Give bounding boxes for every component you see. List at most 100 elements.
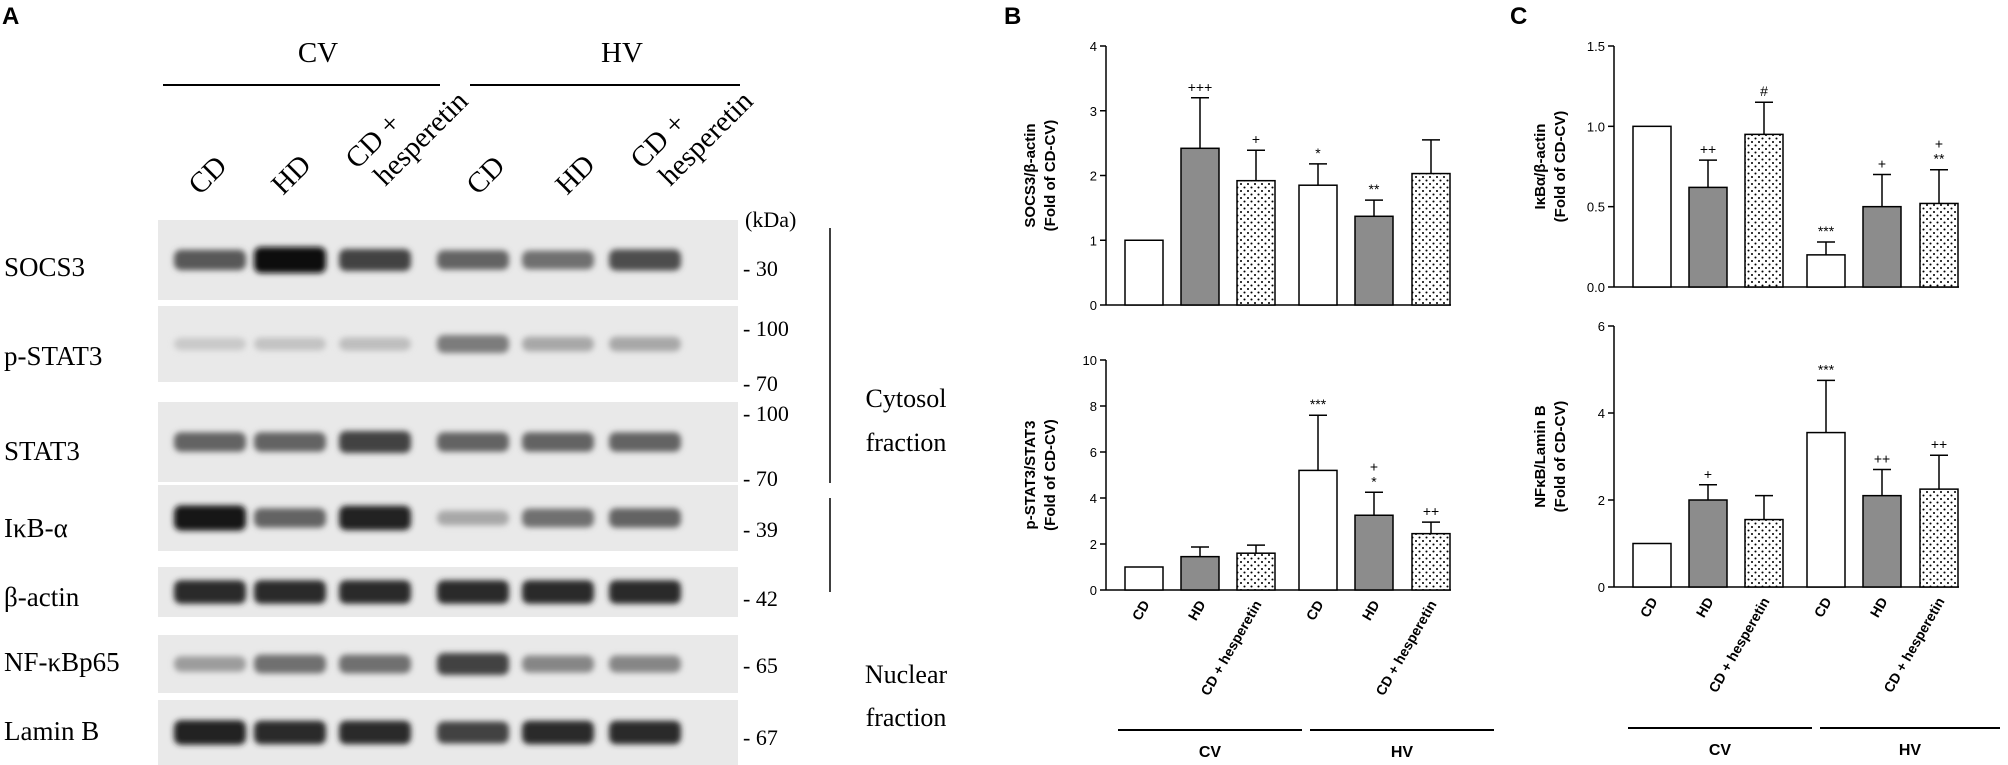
significance-marker: + <box>1370 458 1378 474</box>
bar <box>1124 566 1164 591</box>
bar <box>1806 254 1846 288</box>
blot-band <box>437 580 509 604</box>
blot-strip-4: β-actin - 42 <box>4 567 778 617</box>
chart-b-group-cv: CV <box>1199 744 1222 761</box>
y-tick-label: 8 <box>1090 399 1097 414</box>
x-category-label: CD + hesperetin <box>1705 595 1772 696</box>
panel-letter-a: A <box>2 3 19 30</box>
blot-band <box>174 656 246 672</box>
blot-strip-6: Lamin B - 67 <box>4 700 778 765</box>
bar <box>1806 431 1846 588</box>
blot-band <box>437 335 509 353</box>
y-tick-label: 1.5 <box>1587 39 1605 54</box>
kda-marker: - 42 <box>743 586 778 611</box>
x-category-label: CD + hesperetin <box>1372 598 1439 699</box>
y-tick-label: 4 <box>1090 39 1097 54</box>
bar <box>1354 215 1394 306</box>
x-category-label: HD <box>1867 595 1891 621</box>
cytosol-fraction-label-2: fraction <box>866 428 947 457</box>
y-tick-label: 2 <box>1090 169 1097 184</box>
significance-marker: ** <box>1934 151 1945 167</box>
blot-band <box>522 720 594 745</box>
kda-marker: - 70 <box>743 466 778 491</box>
kda-marker: - 70 <box>743 371 778 396</box>
y-tick-label: 4 <box>1598 406 1605 421</box>
lane-label-3: CD <box>460 150 511 201</box>
chart-c-group-labels: CV HV <box>1628 727 2000 759</box>
significance-marker: # <box>1760 83 1768 99</box>
significance-marker: ++ <box>1423 503 1439 519</box>
protein-label: NF-κBp65 <box>4 647 120 677</box>
lane-label-1: HD <box>265 149 317 201</box>
blot-band <box>522 432 594 452</box>
blot-strip-2: STAT3 - 100 - 70 <box>4 401 789 491</box>
blot-band <box>522 580 594 604</box>
panel-letter-c: C <box>1510 3 1527 30</box>
protein-label: Lamin B <box>4 716 99 746</box>
blot-band <box>174 249 246 271</box>
significance-marker: + <box>1935 136 1943 152</box>
blot-band <box>339 337 411 351</box>
x-category-label: HD <box>1185 598 1209 624</box>
significance-marker: * <box>1371 473 1377 489</box>
blot-band <box>437 721 509 744</box>
bar <box>1919 488 1959 588</box>
bar <box>1688 499 1728 588</box>
bar <box>1180 147 1220 306</box>
bar <box>1688 186 1728 288</box>
x-category-label: HD <box>1693 595 1717 621</box>
blot-strip-5: NF-κBp65 - 65 <box>4 635 778 693</box>
bar <box>1862 494 1902 588</box>
x-category-label: CD + hesperetin <box>1197 598 1264 699</box>
lane-label-text: HD <box>265 149 317 201</box>
blot-band <box>522 508 594 528</box>
lane-label-text: CD <box>182 150 233 201</box>
bar <box>1919 202 1959 288</box>
blot-band <box>522 655 594 673</box>
kda-marker: - 39 <box>743 517 778 542</box>
significance-marker: + <box>1252 131 1260 147</box>
blot-band <box>254 508 326 528</box>
blot-band <box>254 580 326 604</box>
y-axis-label: p-STAT3/STAT3 <box>1022 421 1039 530</box>
significance-marker: ++ <box>1874 451 1890 467</box>
significance-marker: *** <box>1818 361 1835 377</box>
bar <box>1744 133 1784 288</box>
protein-label: IκB-α <box>4 513 68 543</box>
y-axis-label-unit: (Fold of CD-CV) <box>1552 401 1569 513</box>
blot-band <box>339 431 411 453</box>
blot-band <box>174 580 246 604</box>
blot-band <box>437 510 509 526</box>
significance-marker: ++ <box>1700 141 1716 157</box>
significance-marker: + <box>1704 466 1712 482</box>
x-category-label: CD <box>1129 598 1153 624</box>
y-axis-label: IκBα/β-actin <box>1532 124 1549 210</box>
lane-label-0: CD <box>182 150 233 201</box>
lane-label-2: CD +hesperetin <box>339 85 475 192</box>
y-tick-label: 0.0 <box>1587 280 1605 295</box>
lane-label-4: HD <box>549 149 601 201</box>
bar <box>1632 125 1672 288</box>
blot-group-label-hv: HV <box>601 37 643 69</box>
y-tick-label: 0 <box>1090 583 1097 598</box>
y-axis-label-unit: (Fold of CD-CV) <box>1042 120 1059 232</box>
kda-marker: - 100 <box>743 401 789 426</box>
bar <box>1124 239 1164 306</box>
chart-c-group-cv: CV <box>1709 742 1732 759</box>
y-tick-label: 10 <box>1083 353 1097 368</box>
y-tick-label: 0 <box>1598 580 1605 595</box>
nuclear-fraction-label-1: Nuclear <box>865 660 948 689</box>
blot-band <box>254 247 326 273</box>
blot-band <box>609 655 681 673</box>
lane-label-5: CD +hesperetin <box>624 85 760 192</box>
blot-strip-3: IκB-α - 39 <box>4 485 778 551</box>
y-tick-label: 6 <box>1090 445 1097 460</box>
significance-marker: *** <box>1310 396 1327 412</box>
blot-band <box>339 654 411 674</box>
